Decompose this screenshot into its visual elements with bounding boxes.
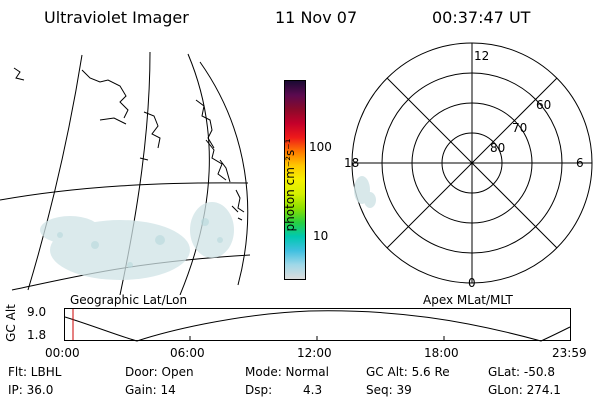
- apex-caption: Apex MLat/MLT: [423, 293, 513, 307]
- lat-label-70: 70: [512, 121, 527, 135]
- meridian-line: [27, 54, 83, 291]
- filter-info: Flt: LBHL: [8, 365, 62, 379]
- orbit-xtick-1200: 12:00: [297, 346, 332, 360]
- orbit-xtick-0000: 00:00: [45, 346, 80, 360]
- colorbar-unit: photon cm⁻²s⁻¹: [283, 138, 297, 232]
- orbit-ylabel: GC Alt: [3, 304, 18, 342]
- colorbar-tick-10: 10: [313, 229, 329, 243]
- colorbar: [284, 80, 306, 280]
- aurora-emission: [40, 202, 234, 280]
- polar-mlt-plot: 12 6 0 18 60 70 80: [344, 42, 593, 290]
- dsp-value: 4.3: [303, 383, 323, 397]
- orbit-ytick-min: 1.8: [27, 328, 47, 342]
- geographic-map: [0, 51, 251, 295]
- orbit-ytick-max: 9.0: [27, 305, 47, 319]
- geographic-caption: Geographic Lat/Lon: [70, 293, 188, 307]
- orbit-xtick-1800: 18:00: [424, 346, 459, 360]
- instrument-title: Ultraviolet Imager: [44, 8, 189, 27]
- seq-info: Seq: 39: [366, 383, 412, 397]
- meridian-line: [199, 61, 249, 286]
- mlt-diagonal: [386, 77, 558, 249]
- mode-info: Mode: Normal: [245, 365, 329, 379]
- coastline: [13, 67, 245, 221]
- mlt-label-left: 18: [344, 156, 359, 170]
- ip-info: IP: 36.0: [8, 383, 54, 397]
- polar-aurora: [354, 176, 376, 208]
- colorbar-tick-100: 100: [309, 140, 332, 154]
- date-label: 11 Nov 07: [275, 8, 358, 27]
- glat-info: GLat: -50.8: [488, 365, 555, 379]
- orbit-altitude-plot: [64, 308, 571, 342]
- door-info: Door: Open: [125, 365, 194, 379]
- meridian-line: [179, 53, 210, 295]
- time-label: 00:37:47 UT: [432, 8, 531, 27]
- mlt-label-bottom: 0: [468, 276, 476, 290]
- mlt-label-top: 12: [474, 49, 489, 63]
- parallel-line: [0, 182, 249, 201]
- orbit-xtick-2359: 23:59: [552, 346, 587, 360]
- mlt-label-right: 6: [576, 156, 584, 170]
- altitude-curve: [64, 310, 571, 342]
- orbit-xtick-0600: 06:00: [170, 346, 205, 360]
- gc-alt-info: GC Alt: 5.6 Re: [366, 365, 450, 379]
- gain-info: Gain: 14: [125, 383, 176, 397]
- glon-info: GLon: 274.1: [488, 383, 561, 397]
- dsp-label: Dsp:: [245, 383, 273, 397]
- lat-label-60: 60: [536, 98, 551, 112]
- lat-label-80: 80: [490, 141, 505, 155]
